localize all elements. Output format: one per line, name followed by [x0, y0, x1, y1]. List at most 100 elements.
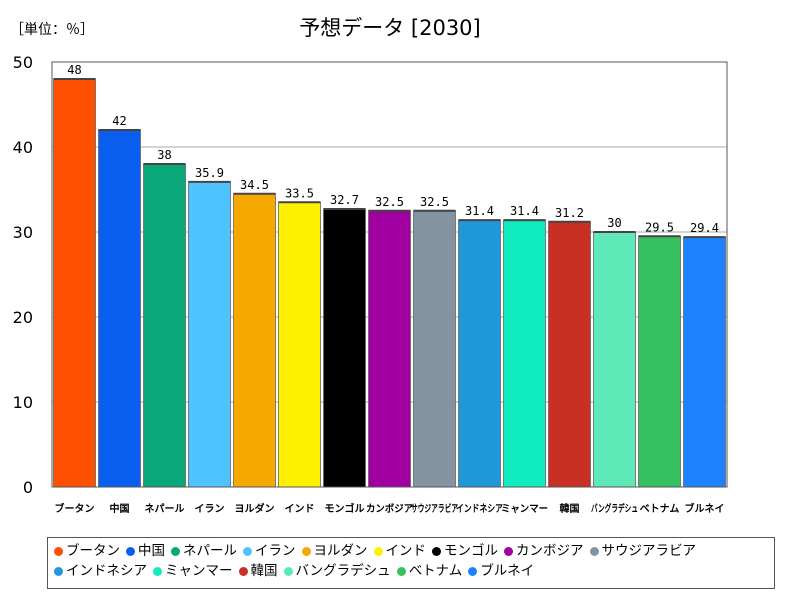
legend-label: ミャンマー [165, 563, 233, 579]
legend-label: ブータン [66, 543, 120, 559]
legend-label: バングラデシュ [295, 563, 391, 579]
y-tick-label: 40 [13, 138, 33, 157]
legend-marker [468, 566, 478, 576]
legend-marker [396, 566, 406, 576]
y-tick-label: 30 [13, 223, 33, 242]
legend-item: カンボジア [504, 541, 584, 561]
legend-item: インド [373, 541, 427, 561]
x-tick-label: ネパール [145, 503, 185, 515]
x-tick-label: ブルネイ [685, 502, 725, 515]
legend-marker [373, 546, 383, 556]
value-labels: 48 42 38 35.9 34.5 33.5 32.7 32.5 32.5 31.4 31.4 31… [67, 63, 719, 235]
legend-marker [301, 546, 311, 556]
value-label: 32.7 [330, 193, 359, 207]
x-tick-label: バングラデシュ [591, 502, 638, 515]
value-label: 35.9 [195, 166, 224, 180]
legend-item: ネパール [171, 541, 237, 561]
legend-item: インドネシア [54, 561, 147, 581]
legend-item: 韓国 [238, 561, 278, 581]
value-label: 42 [112, 114, 126, 128]
value-label: 31.4 [510, 204, 539, 218]
legend-item: ブータン [54, 541, 120, 561]
legend-marker [54, 566, 63, 576]
legend-item: サウジアラビア [589, 541, 697, 561]
x-tick-label: モンゴル [325, 502, 365, 515]
legend-label: ヨルダン [313, 543, 368, 559]
bar [53, 78, 96, 488]
y-tick-label: 50 [13, 53, 33, 72]
legend-marker [243, 546, 252, 556]
y-tick-label: 20 [13, 308, 33, 327]
legend-label: ネパール [183, 543, 237, 559]
legend-label: ブルネイ [480, 563, 535, 579]
legend-marker [283, 566, 293, 576]
legend-label: イラン [255, 543, 296, 559]
x-tick-label: ミャンマー [501, 503, 548, 515]
legend-marker [238, 566, 248, 576]
x-tick-label: 中国 [110, 502, 130, 515]
bar [188, 181, 231, 488]
x-axis-labels: ブータン 中国 ネパール イラン ヨルダン インド モンゴル カンボジアサウジアラビアインドネ… [55, 502, 725, 515]
value-label: 32.5 [375, 195, 404, 209]
y-tick-label: 10 [13, 393, 33, 412]
bar [233, 193, 276, 488]
legend-label: モンゴル [444, 543, 498, 559]
bar [368, 210, 411, 488]
legend-item: ブルネイ [468, 561, 534, 581]
bar [503, 219, 546, 488]
legend-item: 中国 [126, 541, 165, 561]
y-tick-label: 0 [23, 478, 33, 497]
bar [548, 221, 591, 488]
legend-marker [54, 546, 63, 556]
bar [323, 208, 366, 488]
value-label: 33.5 [285, 186, 314, 200]
value-label: 34.5 [240, 178, 269, 192]
legend-label: ベトナム [408, 563, 463, 579]
legend-marker [589, 546, 599, 556]
legend-label: 中国 [138, 543, 165, 559]
x-tick-label: イラン [195, 503, 225, 515]
legend-item: ベトナム [396, 561, 463, 581]
value-label: 38 [157, 148, 171, 162]
value-label: 32.5 [420, 195, 449, 209]
bar [413, 210, 456, 488]
x-tick-label: 韓国 [560, 502, 580, 515]
value-label: 29.5 [645, 220, 674, 234]
chart-title: 予想データ [2030] [299, 16, 481, 40]
legend-item: モンゴル [432, 541, 498, 561]
x-tick-label: インド [285, 503, 315, 515]
bar [683, 236, 726, 488]
legend-label: カンボジア [516, 543, 584, 559]
x-tick-label: インドネシア [456, 503, 503, 515]
value-label: 31.2 [555, 206, 584, 220]
legend-marker [504, 546, 513, 556]
legend-item: イラン [243, 541, 296, 561]
value-label: 29.4 [690, 221, 719, 235]
legend-label: インドネシア [66, 563, 147, 579]
plot-frame [51, 61, 728, 488]
x-tick-label: ベトナム [640, 503, 680, 515]
bar [278, 201, 321, 488]
y-axis: 0 10 20 30 40 50 [13, 53, 33, 497]
legend-item: バングラデシュ [283, 561, 391, 581]
x-tick-label: サウジアラビア [411, 502, 458, 515]
bar [638, 235, 681, 488]
bar [98, 129, 141, 488]
legend-marker [153, 566, 162, 576]
value-label: 31.4 [465, 204, 494, 218]
bar [458, 219, 501, 488]
bars [53, 78, 726, 488]
bar [593, 231, 636, 488]
legend-label: サウジアラビア [601, 543, 697, 559]
value-label: 30 [607, 216, 621, 230]
unit-label: ［単位：％］ [10, 22, 94, 38]
legend-marker [126, 546, 135, 556]
x-tick-label: ブータン [55, 502, 95, 515]
legend-item: ヨルダン [301, 541, 368, 561]
legend-label: インド [385, 543, 427, 559]
legend-marker [171, 546, 180, 556]
legend: ブータン 中国 ネパール イラン ヨルダン インド モンゴル カンボジア サウジアラビアインドネ… [47, 537, 775, 589]
x-tick-label: ヨルダン [235, 502, 275, 515]
x-tick-label: カンボジア [366, 502, 413, 515]
